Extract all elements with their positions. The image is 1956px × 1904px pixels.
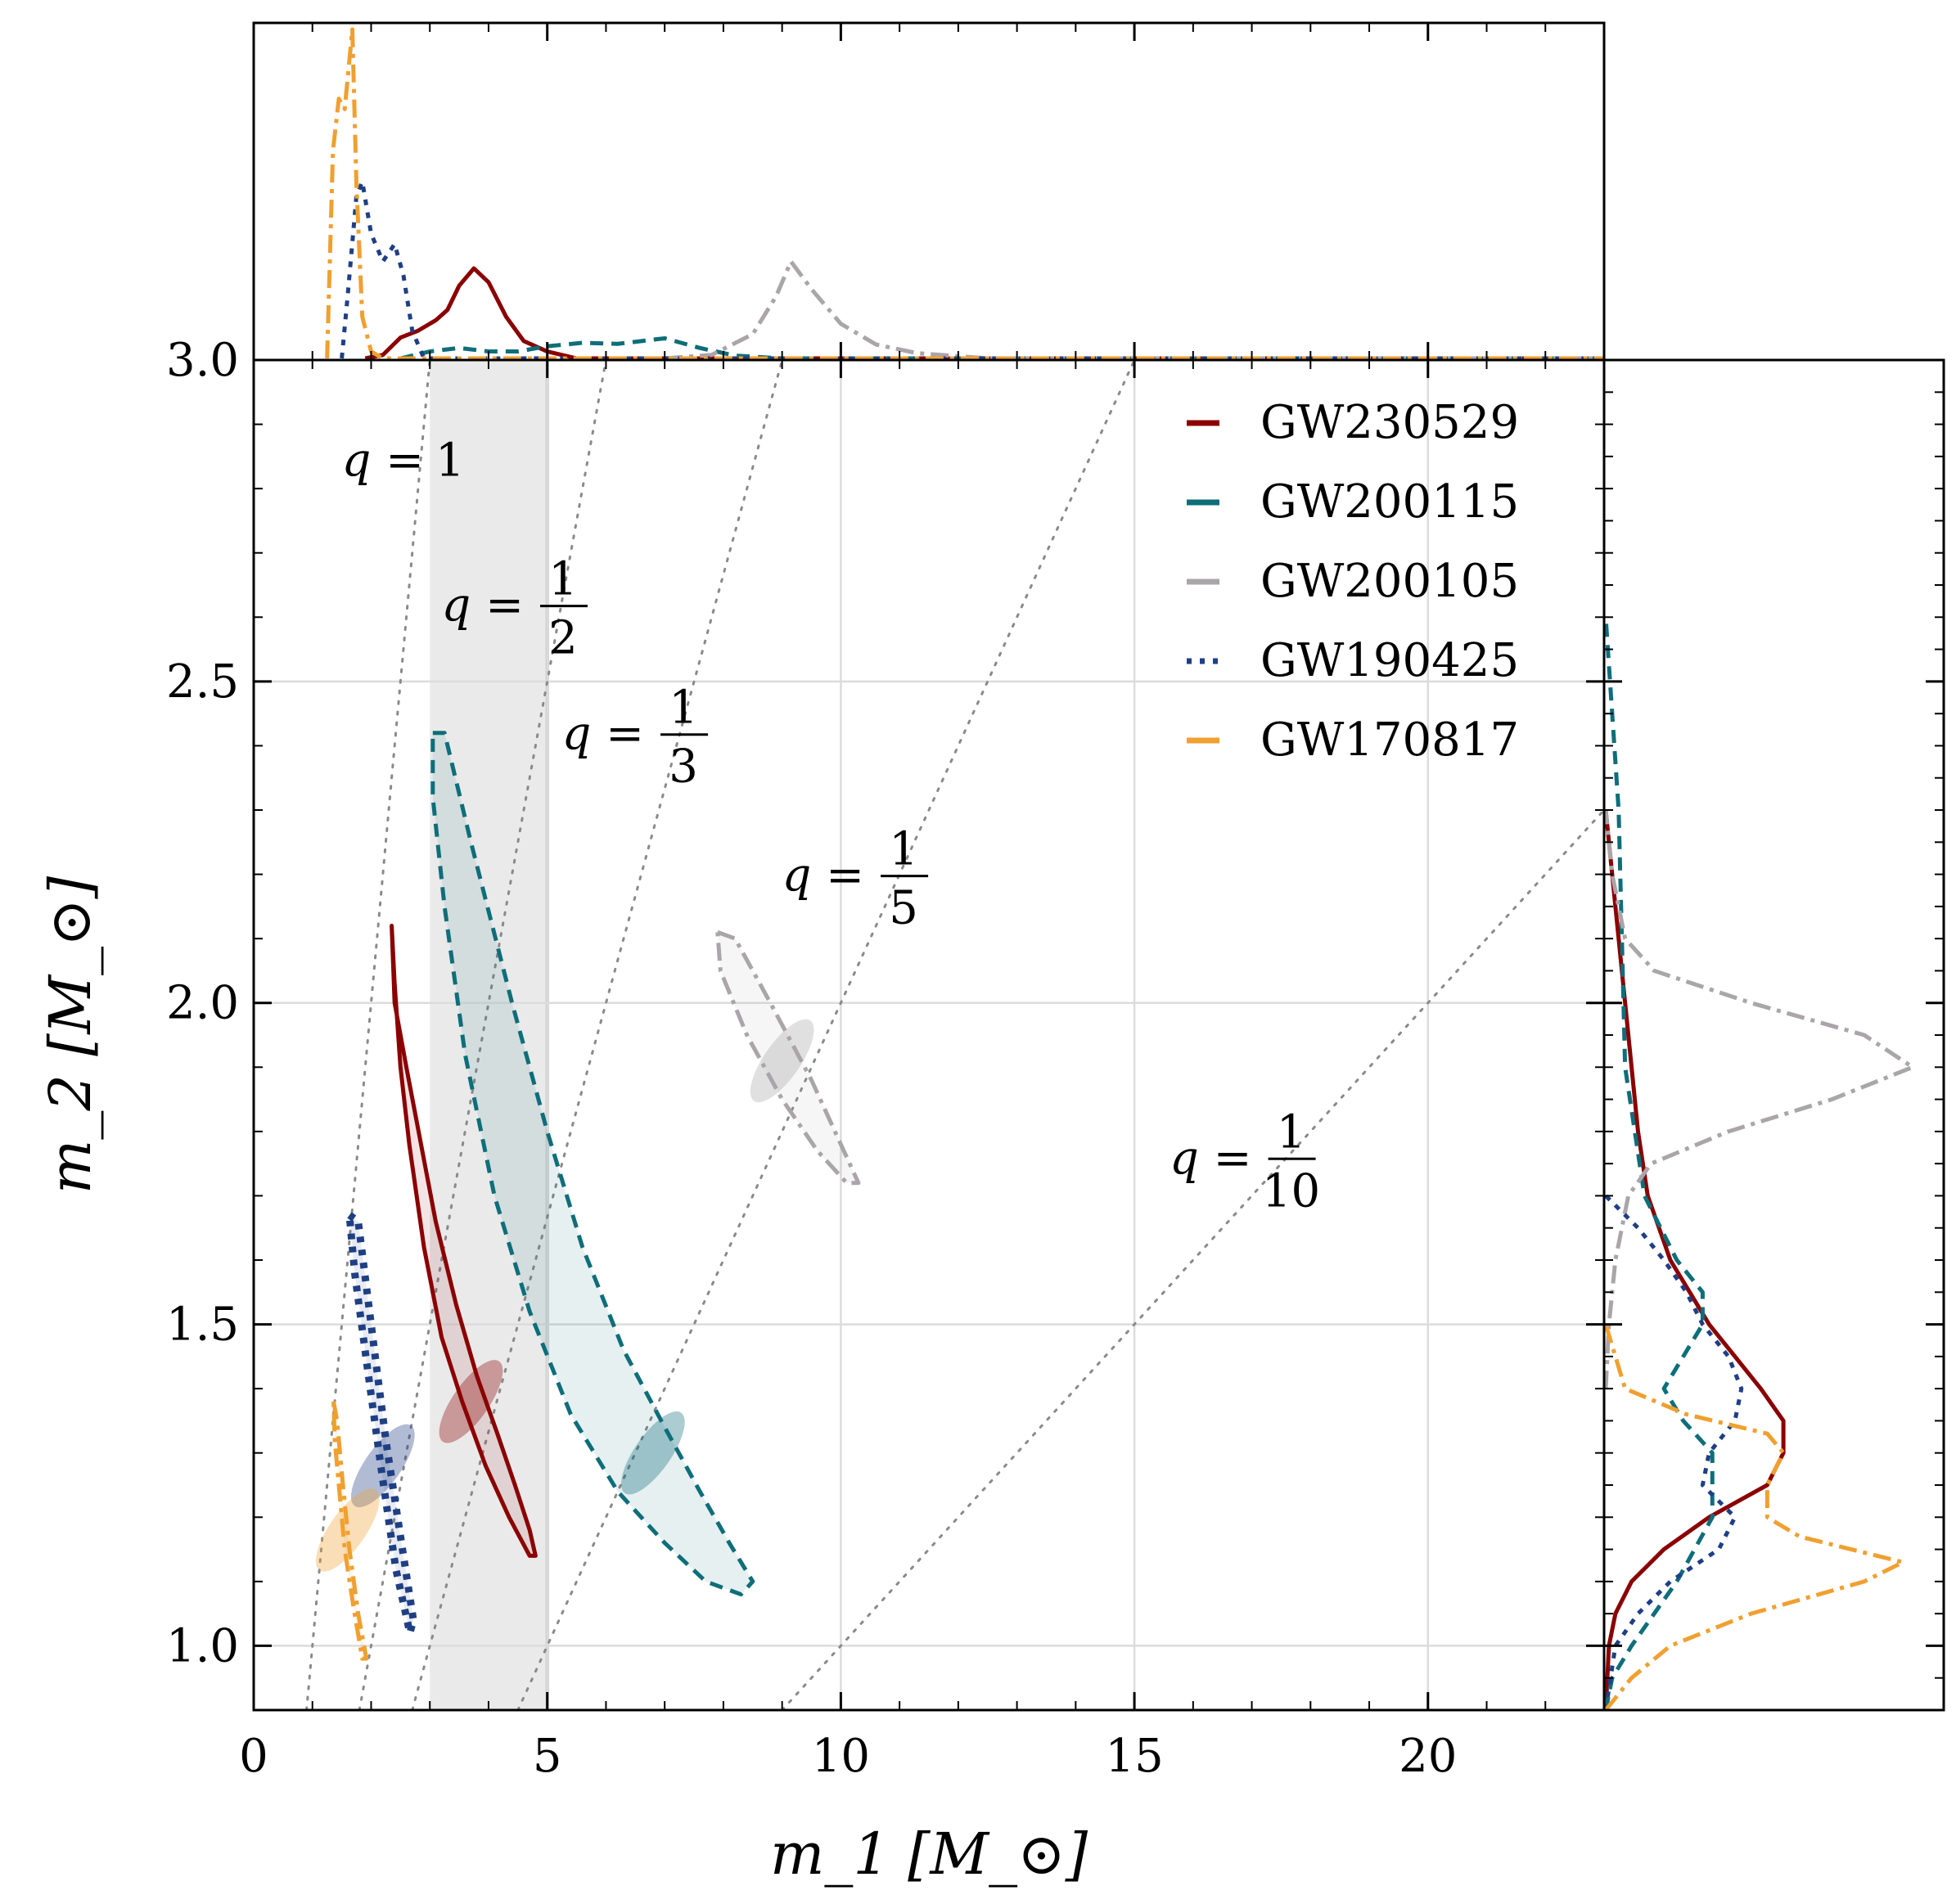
q-label-denominator: 5 bbox=[889, 882, 918, 935]
q-label-numerator: 1 bbox=[889, 823, 918, 876]
q-label-denominator: 2 bbox=[548, 612, 578, 665]
legend: GW230529 GW200115 GW200105 GW190425 GW170817 bbox=[1187, 396, 1519, 767]
m2-marginal-curves bbox=[1604, 617, 1915, 1710]
contour-gw200105 bbox=[715, 929, 861, 1186]
m2-marginal-frame bbox=[1602, 358, 1945, 1712]
legend-label: GW200115 bbox=[1260, 475, 1519, 529]
x-tick-label: 0 bbox=[239, 1730, 268, 1783]
q-label-numerator: 1 bbox=[1277, 1105, 1306, 1159]
q-label-lhs: q = bbox=[561, 708, 644, 761]
density-region-gw200105 bbox=[717, 932, 859, 1183]
x-tick-label: 15 bbox=[1105, 1730, 1163, 1783]
legend-label: GW190425 bbox=[1260, 634, 1519, 687]
mass-ratio-line bbox=[516, 360, 1136, 1710]
contour-gw230529 bbox=[390, 923, 538, 1558]
m2-marginal-axes bbox=[1604, 358, 1944, 1711]
q-label-value: 1 bbox=[435, 434, 465, 487]
y-tick-label: 1.5 bbox=[166, 1299, 239, 1352]
y-tick-label: 1.0 bbox=[166, 1619, 239, 1672]
mass-ratio-line bbox=[305, 360, 431, 1710]
mass-ratio-labels: q = 1q = 12q = 13q = 15q = 110 bbox=[341, 434, 1320, 1218]
x-tick-label: 20 bbox=[1399, 1730, 1457, 1783]
y-tick-label: 2.5 bbox=[166, 655, 239, 709]
m1-marginal-gw200105 bbox=[664, 259, 1604, 360]
m2-marginal-panel bbox=[1602, 358, 1945, 1712]
x-tick-label: 10 bbox=[812, 1730, 870, 1783]
density-peak-gw200105 bbox=[750, 1019, 814, 1103]
density-peak-gw230529 bbox=[439, 1360, 503, 1443]
q-label-lhs: q = bbox=[441, 579, 524, 632]
density-peak-gw190425 bbox=[350, 1424, 415, 1508]
x-tick-label: 5 bbox=[533, 1730, 562, 1783]
legend-label: GW200105 bbox=[1260, 555, 1519, 608]
contour-gw190425 bbox=[345, 1211, 417, 1637]
mass-ratio-line bbox=[781, 808, 1604, 1710]
m1-marginal-gw170817 bbox=[325, 27, 1604, 360]
m2-marginal-gw230529 bbox=[1604, 809, 1786, 1710]
q-label-lhs: q = bbox=[1170, 1132, 1252, 1185]
mass-gap-band bbox=[430, 360, 548, 1710]
y-tick-label: 3.0 bbox=[166, 334, 239, 387]
y-axis-label: m_2 [M_⊙] bbox=[37, 875, 104, 1194]
contour-gw200115 bbox=[430, 731, 755, 1597]
m2-marginal-gw190425 bbox=[1604, 1194, 1744, 1710]
contour-gw170817 bbox=[331, 1399, 369, 1661]
m1-marginal-gw230529 bbox=[364, 266, 1604, 360]
m1-marginal-gw190425 bbox=[340, 179, 1604, 360]
density-region-gw200115 bbox=[432, 732, 753, 1595]
joint-panel-axes: 0 5 10 15 201.01.52.02.53.0 bbox=[166, 334, 1604, 1783]
q-label-numerator: 1 bbox=[548, 553, 578, 606]
joint-panel-content bbox=[254, 360, 1604, 1710]
m2-marginal-gw200105 bbox=[1604, 809, 1915, 1389]
m1-marginal-frame bbox=[252, 21, 1606, 362]
m1-marginal-panel bbox=[252, 21, 1606, 362]
q-label-denominator: 3 bbox=[669, 740, 698, 794]
m2-marginal-gw200115 bbox=[1604, 617, 1715, 1710]
y-tick-label: 2.0 bbox=[166, 977, 239, 1030]
density-peak-gw170817 bbox=[315, 1488, 380, 1572]
m1-marginal-curves bbox=[325, 27, 1604, 360]
q-label-denominator: 10 bbox=[1262, 1164, 1320, 1218]
q-label-lhs: q = bbox=[341, 434, 424, 487]
x-axis-label: m_1 [M_⊙] bbox=[770, 1821, 1088, 1888]
legend-label: GW170817 bbox=[1260, 713, 1519, 767]
q-label-lhs: q = bbox=[782, 849, 865, 902]
m2-marginal-gw170817 bbox=[1604, 1323, 1905, 1710]
joint-panel: q = 1q = 12q = 13q = 15q = 110 0 5 10 15 201.01.5… bbox=[166, 334, 1606, 1783]
legend-label: GW230529 bbox=[1260, 396, 1519, 449]
q-label-numerator: 1 bbox=[669, 682, 698, 735]
m1-marginal-gw200115 bbox=[399, 335, 1604, 360]
mass-ratio-line bbox=[411, 360, 784, 1710]
